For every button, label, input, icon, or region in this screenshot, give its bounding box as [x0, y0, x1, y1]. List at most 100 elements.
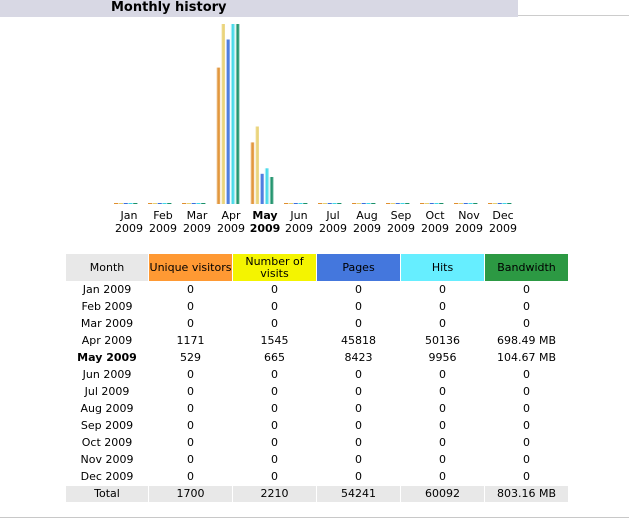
table-row: Apr 2009 1171 1545 45818 50136 698.49 MB — [66, 333, 568, 349]
x-tick-month: Mar — [186, 209, 208, 222]
cell-visits: 0 — [271, 385, 278, 398]
col-header-hits: Hits — [401, 254, 484, 281]
x-tick-year: 2009 — [319, 222, 347, 235]
cell-bandwidth: 0 — [523, 436, 530, 449]
bar-unique-feb — [148, 203, 153, 204]
cell-visits: 1545 — [260, 334, 289, 347]
cell-pages: 0 — [355, 453, 362, 466]
bar-visits-mar — [186, 203, 191, 204]
x-tick-label: Aug 2009 — [350, 209, 384, 235]
table-row: Dec 2009 0 0 0 0 0 — [66, 469, 568, 485]
bar-bandwidth-mar — [201, 203, 206, 204]
cell-pages: 0 — [355, 385, 362, 398]
bar-pages-sep — [395, 203, 400, 204]
cell-visits: 0 — [271, 317, 278, 330]
divider — [518, 15, 629, 16]
cell-unique: 0 — [187, 300, 194, 313]
cell-month: Sep 2009 — [80, 419, 134, 432]
cell-hits: 0 — [439, 453, 446, 466]
cell-month: Jun 2009 — [82, 368, 132, 381]
cell-month: Jan 2009 — [82, 283, 132, 296]
bar-hits-mar — [196, 203, 201, 204]
cell-pages: 0 — [355, 300, 362, 313]
bar-unique-nov — [454, 203, 459, 204]
monthly-history-chart — [114, 24, 512, 204]
cell-pages: 0 — [355, 317, 362, 330]
bar-hits-apr — [230, 24, 235, 204]
bar-bandwidth-aug — [371, 203, 376, 204]
cell-bandwidth: 0 — [523, 453, 530, 466]
cell-bandwidth: 698.49 MB — [496, 334, 557, 347]
section-header — [0, 0, 518, 17]
cell-unique: 0 — [187, 402, 194, 415]
bar-hits-feb — [162, 203, 167, 204]
cell-unique: 0 — [187, 470, 194, 483]
total-visits: 2210 — [233, 486, 316, 502]
bar-bandwidth-sep — [405, 203, 410, 204]
x-tick-month: Jul — [326, 209, 340, 222]
bar-unique-jul — [318, 203, 323, 204]
x-tick-month: Jun — [290, 209, 308, 222]
bar-bandwidth-dec — [507, 203, 512, 204]
bar-visits-nov — [458, 203, 463, 204]
table-row: Jul 2009 0 0 0 0 0 — [66, 384, 568, 400]
x-tick-month: Dec — [492, 209, 514, 222]
bar-pages-dec — [497, 203, 502, 204]
x-tick-label: Feb 2009 — [146, 209, 180, 235]
bar-bandwidth-nov — [473, 203, 478, 204]
bar-visits-oct — [424, 203, 429, 204]
x-tick-label: Apr 2009 — [214, 209, 248, 235]
bar-unique-dec — [488, 203, 493, 204]
bar-hits-dec — [502, 203, 507, 204]
bar-hits-nov — [468, 203, 473, 204]
bar-unique-may — [250, 142, 255, 204]
bottom-divider — [0, 517, 629, 518]
cell-visits: 0 — [271, 300, 278, 313]
bar-visits-jul — [322, 203, 327, 204]
total-unique: 1700 — [149, 486, 232, 502]
cell-unique: 0 — [187, 436, 194, 449]
bar-unique-mar — [182, 203, 187, 204]
bar-bandwidth-apr — [235, 24, 240, 204]
cell-hits: 0 — [439, 368, 446, 381]
cell-hits: 0 — [439, 419, 446, 432]
bar-hits-jun — [298, 203, 303, 204]
x-tick-year: 2009 — [455, 222, 483, 235]
bar-pages-jun — [293, 203, 298, 204]
cell-bandwidth: 104.67 MB — [496, 351, 557, 364]
cell-month: Aug 2009 — [80, 402, 134, 415]
bar-hits-aug — [366, 203, 371, 204]
bar-unique-apr — [216, 67, 221, 204]
bar-unique-sep — [386, 203, 391, 204]
x-tick-year: 2009 — [249, 222, 281, 235]
total-label: Total — [66, 486, 148, 502]
bar-pages-nov — [463, 203, 468, 204]
x-tick-month: Jan — [120, 209, 138, 222]
x-tick-month: Feb — [153, 209, 173, 222]
bar-pages-aug — [361, 203, 366, 204]
x-tick-label: Mar 2009 — [180, 209, 214, 235]
bar-hits-may — [264, 168, 269, 204]
cell-pages: 0 — [355, 419, 362, 432]
cell-bandwidth: 0 — [523, 402, 530, 415]
bar-visits-jan — [118, 203, 123, 204]
cell-hits: 0 — [439, 385, 446, 398]
cell-hits: 50136 — [425, 334, 460, 347]
total-bandwidth: 803.16 MB — [485, 486, 568, 502]
cell-unique: 0 — [187, 419, 194, 432]
x-tick-month: Nov — [458, 209, 480, 222]
cell-visits: 0 — [271, 368, 278, 381]
cell-month: Mar 2009 — [80, 317, 134, 330]
col-header-visits: Number of visits — [233, 254, 316, 281]
x-tick-month: Oct — [425, 209, 445, 222]
x-tick-month: Aug — [356, 209, 378, 222]
table-row: Jun 2009 0 0 0 0 0 — [66, 367, 568, 383]
cell-visits: 0 — [271, 402, 278, 415]
cell-unique: 0 — [187, 368, 194, 381]
cell-bandwidth: 0 — [523, 300, 530, 313]
x-tick-year: 2009 — [387, 222, 415, 235]
table-row: Nov 2009 0 0 0 0 0 — [66, 452, 568, 468]
col-header-month: Month — [66, 254, 148, 281]
x-tick-year: 2009 — [217, 222, 245, 235]
cell-hits: 0 — [439, 283, 446, 296]
